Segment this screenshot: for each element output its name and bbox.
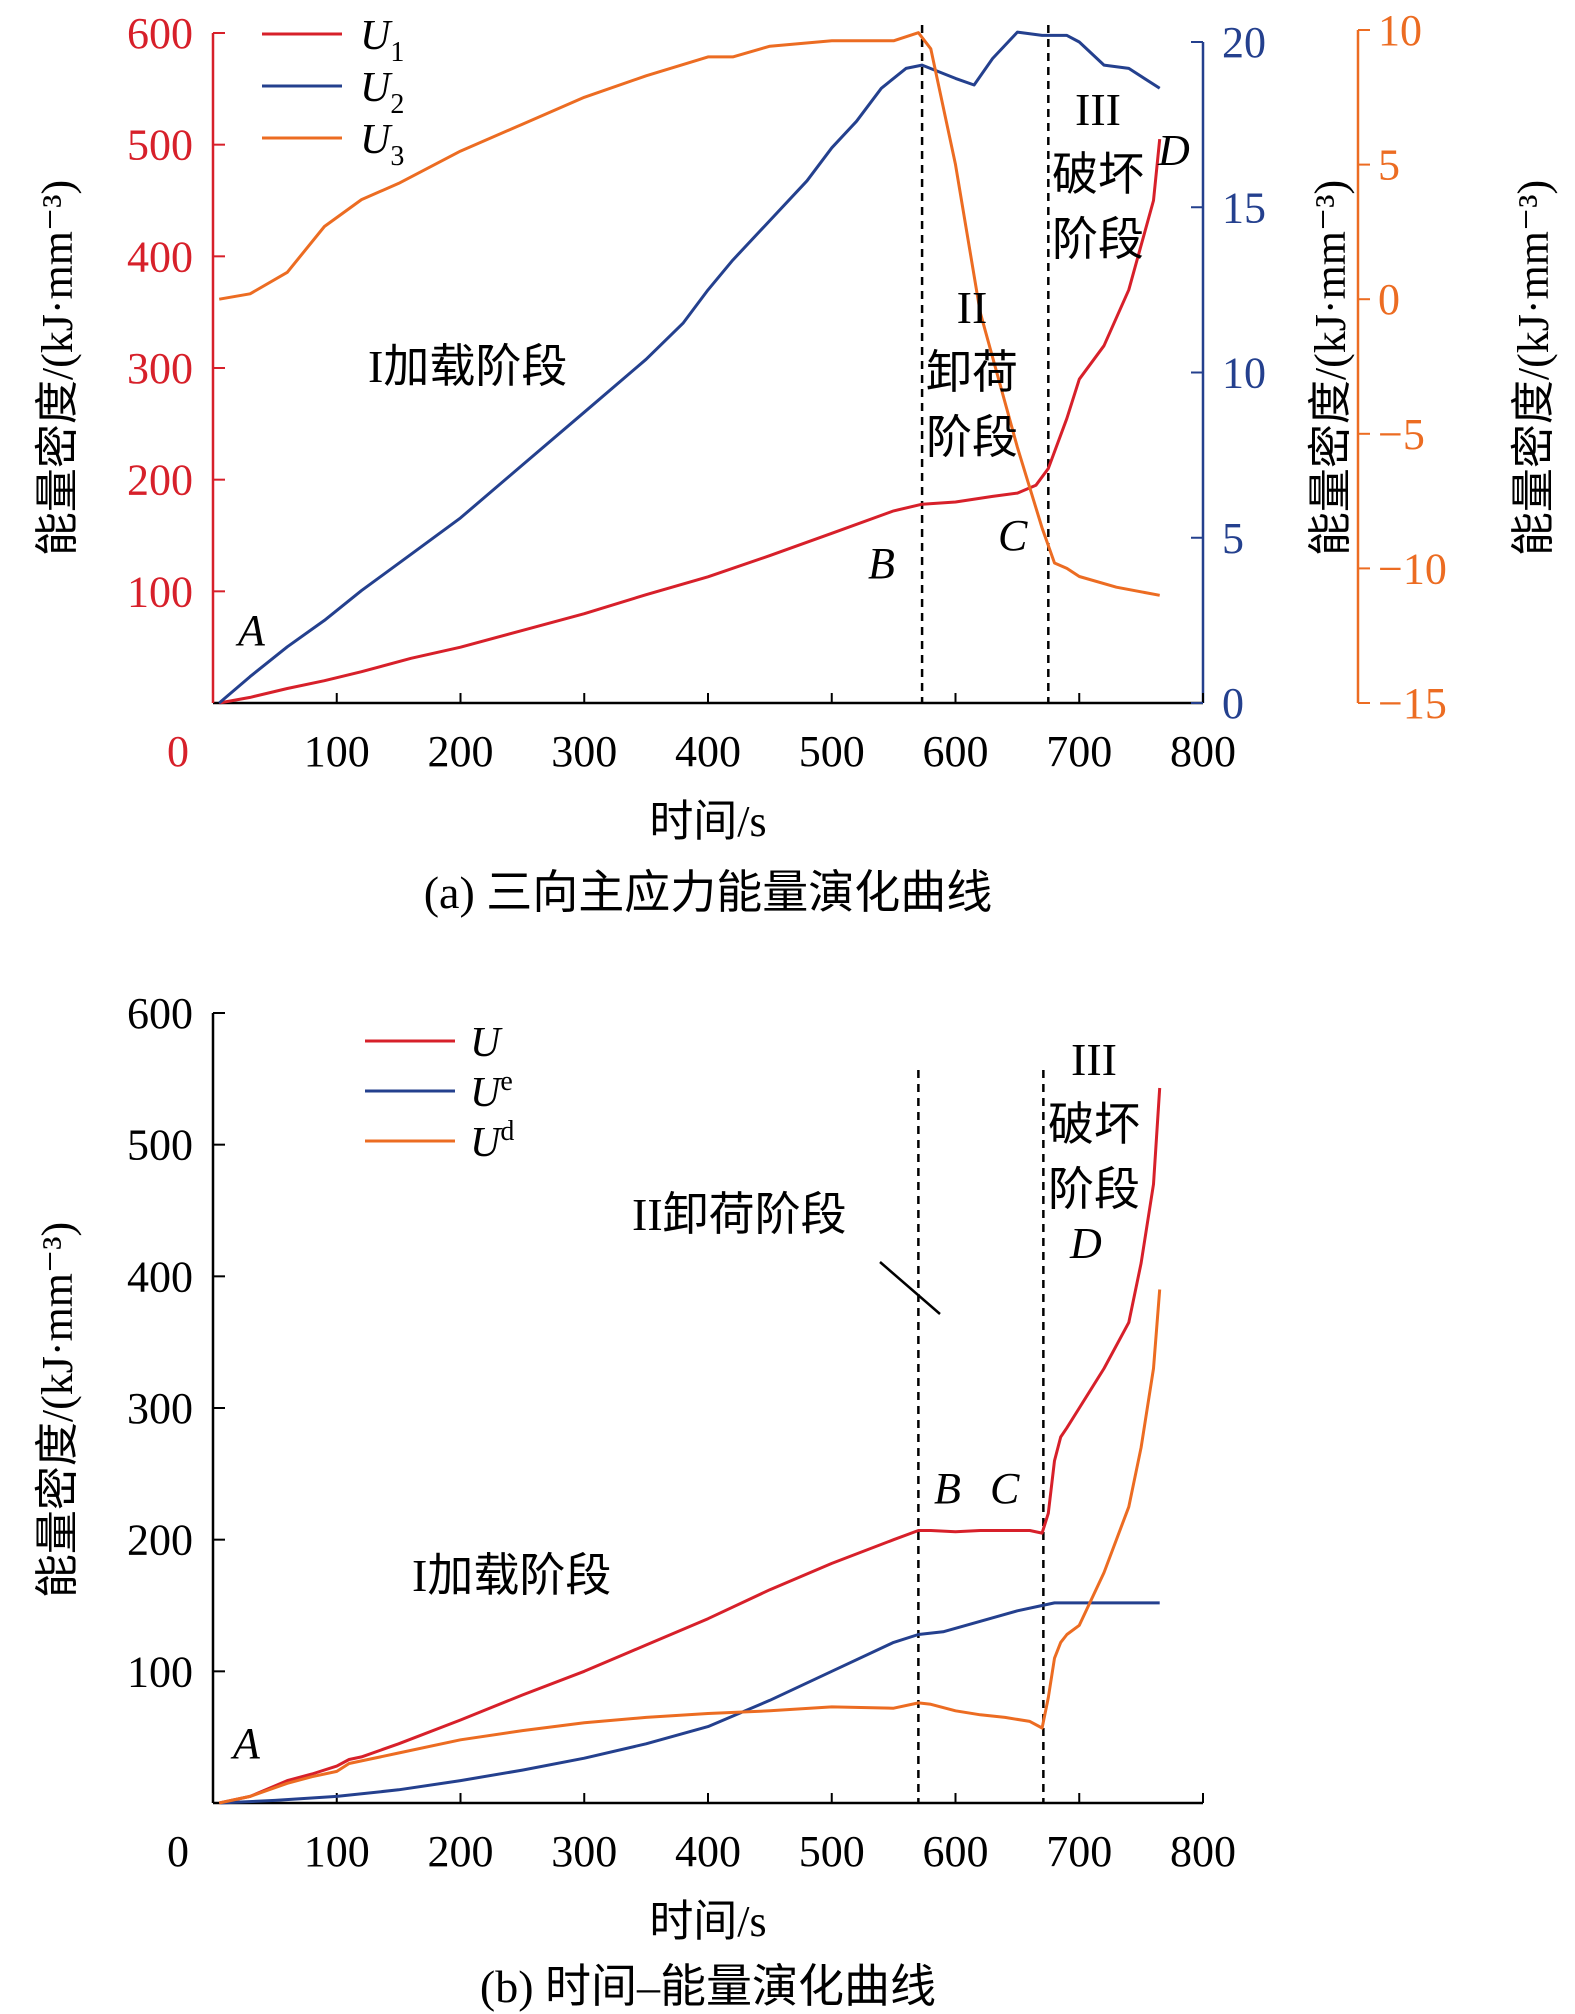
x-tick-label: 200 [428, 1827, 494, 1876]
panel-a-series [218, 30, 1162, 705]
x-tick-label: 600 [923, 727, 989, 776]
panel-a-stage2-line2: 阶段 [926, 412, 1018, 463]
panel-b-x-axis-label: 时间/s [649, 1897, 766, 1946]
x-tick-label: 200 [428, 727, 494, 776]
x-tick-label: 700 [1046, 727, 1112, 776]
left-tick-label: 600 [127, 9, 193, 58]
series-line-u3 [218, 31, 1160, 597]
panel-a-x-ticks: 100 200 300 400 500 600 700 800 [304, 693, 1236, 776]
panel-a-x-axis-label: 时间/s [649, 797, 766, 846]
panel-a-caption: (a) 三向主应力能量演化曲线 [424, 867, 993, 918]
panel-b-point-a: A [230, 1719, 261, 1768]
left-tick-label: 300 [127, 344, 193, 393]
panel-a-point-b: B [868, 539, 895, 588]
mid-tick-label: 15 [1222, 183, 1266, 232]
panel-b-stage-dividers [917, 1070, 1045, 1803]
legend-label-ud: Ud [470, 1116, 514, 1166]
panel-a-left-ticks: 100 200 300 400 500 600 [127, 9, 225, 616]
panel-a-stage3-line2: 阶段 [1052, 214, 1144, 265]
legend-label-ue: Ue [470, 1066, 513, 1116]
right-tick-label: 5 [1378, 141, 1400, 190]
y-tick-label: 100 [127, 1647, 193, 1696]
x-tick-label: 600 [923, 1827, 989, 1876]
panel-a-stage2-number: II [957, 282, 988, 333]
x-tick-label: 500 [799, 1827, 865, 1876]
legend-label-u: U [470, 1020, 503, 1066]
panel-b-legend: U Ue Ud [365, 1020, 514, 1166]
panel-a-chart: 0 100 200 300 400 500 600 700 800 1002003004005… [33, 6, 1558, 918]
left-tick-label: 200 [127, 456, 193, 505]
panel-b-stage3-line1: 破坏 [1048, 1099, 1140, 1150]
panel-b-y-ticks: 100 200 300 400 500 600 [127, 989, 225, 1696]
left-tick-label: 400 [127, 232, 193, 281]
y-tick-label: 400 [127, 1252, 193, 1301]
panel-b-series [218, 1087, 1162, 1805]
panel-a-mid-axis-label: 能量密度/(kJ·mm⁻³) [1306, 180, 1355, 556]
panel-a-point-d: D [1157, 126, 1190, 175]
x-tick-label: 500 [799, 727, 865, 776]
right-tick-label: −10 [1378, 544, 1447, 593]
series-line-u1 [218, 138, 1162, 705]
x-tick-label: 300 [551, 727, 617, 776]
panel-a-stage-dividers [920, 25, 1050, 703]
panel-a-right-ticks: −15 −10 −5 0 5 10 [1358, 6, 1447, 728]
panel-a-origin-label: 0 [167, 727, 189, 776]
panel-a-legend: U1 U2 U3 [262, 13, 404, 172]
right-tick-label: −5 [1378, 410, 1425, 459]
x-tick-label: 800 [1170, 727, 1236, 776]
panel-b-y-axis-label: 能量密度/(kJ·mm⁻³) [33, 1222, 82, 1598]
right-tick-label: 10 [1378, 6, 1422, 55]
panel-b-origin-label: 0 [167, 1827, 189, 1876]
panel-b-point-b: B [934, 1464, 961, 1513]
panel-b-caption: (b) 时间–能量演化曲线 [480, 1961, 936, 2012]
panel-b-stage1-label: I加载阶段 [412, 1550, 611, 1601]
x-tick-label: 100 [304, 727, 370, 776]
panel-a-left-axis-label: 能量密度/(kJ·mm⁻³) [33, 180, 82, 556]
left-tick-label: 100 [127, 567, 193, 616]
series-line-u [218, 1087, 1162, 1805]
panel-a-stage2-line1: 卸荷 [926, 347, 1018, 398]
x-tick-label: 700 [1046, 1827, 1112, 1876]
series-line-ue [219, 1601, 1160, 1805]
panel-b-point-c: C [990, 1464, 1020, 1513]
panel-b-point-d: D [1069, 1219, 1102, 1268]
left-tick-label: 500 [127, 121, 193, 170]
panel-b-x-ticks: 100 200 300 400 500 600 700 800 [304, 1793, 1236, 1876]
mid-tick-label: 10 [1222, 349, 1266, 398]
legend-label-u3: U3 [360, 117, 404, 172]
panel-a-mid-ticks: 0 5 10 15 20 [1191, 18, 1266, 728]
series-line-u2 [218, 30, 1161, 705]
panel-a-point-a: A [235, 606, 266, 655]
x-tick-label: 400 [675, 727, 741, 776]
y-tick-label: 500 [127, 1121, 193, 1170]
panel-a-point-c: C [998, 511, 1028, 560]
panel-b-stage3-number: III [1071, 1034, 1117, 1085]
mid-tick-label: 5 [1222, 514, 1244, 563]
panel-a-right-axis-label: 能量密度/(kJ·mm⁻³) [1509, 180, 1558, 556]
panel-a-stage1-label: I加载阶段 [368, 341, 567, 392]
series-line-ud [218, 1289, 1162, 1805]
y-tick-label: 600 [127, 989, 193, 1038]
panel-a-stage3-line1: 破坏 [1052, 149, 1144, 200]
right-tick-label: 0 [1378, 275, 1400, 324]
legend-label-u2: U2 [360, 65, 404, 120]
y-tick-label: 300 [127, 1384, 193, 1433]
panel-b-stage3-line2: 阶段 [1048, 1164, 1140, 1215]
x-tick-label: 100 [304, 1827, 370, 1876]
mid-tick-label: 20 [1222, 18, 1266, 67]
panel-b-stage2-pointer [879, 1261, 941, 1315]
panel-a-stage3-number: III [1075, 84, 1121, 135]
legend-label-u1: U1 [360, 13, 404, 68]
x-tick-label: 400 [675, 1827, 741, 1876]
right-tick-label: −15 [1378, 679, 1447, 728]
x-tick-label: 300 [551, 1827, 617, 1876]
mid-tick-label: 0 [1222, 679, 1244, 728]
y-tick-label: 200 [127, 1516, 193, 1565]
panel-b-stage2-label: II卸荷阶段 [632, 1189, 847, 1240]
x-tick-label: 800 [1170, 1827, 1236, 1876]
panel-b-chart: 0 100 200 300 400 500 600 700 800 100 200 300 400 5… [33, 989, 1236, 2012]
